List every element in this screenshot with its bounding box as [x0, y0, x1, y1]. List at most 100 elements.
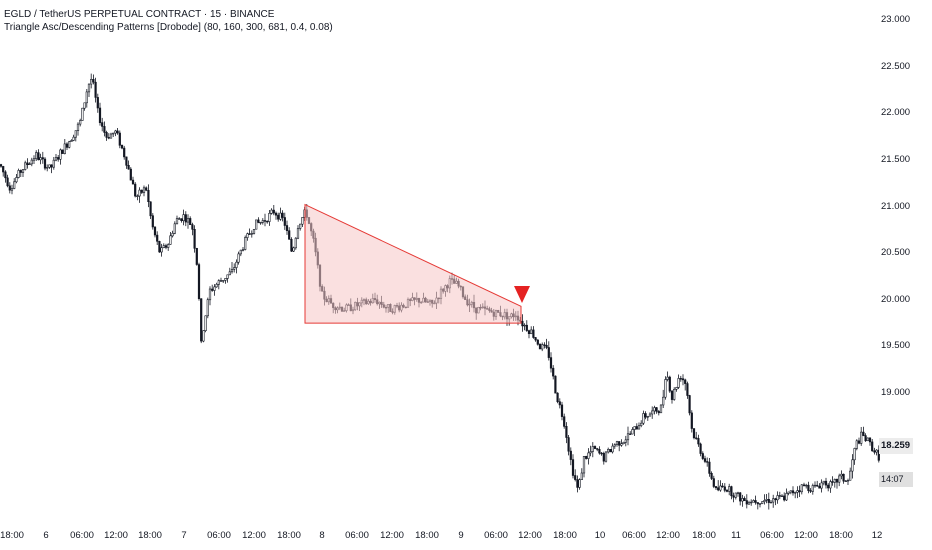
- candle-body: [263, 220, 267, 222]
- candle-body: [767, 498, 770, 503]
- candle-body: [127, 165, 130, 170]
- candle-body: [543, 344, 546, 346]
- candle-body: [72, 136, 75, 141]
- candle-body: [123, 147, 126, 158]
- candle-body: [134, 183, 137, 197]
- candle-body: [565, 425, 568, 438]
- candle-body: [708, 461, 711, 474]
- candle-body: [285, 225, 289, 231]
- candle-body: [534, 337, 537, 341]
- symbol-title: EGLD / TetherUS PERPETUAL CONTRACT · 15 …: [4, 9, 275, 20]
- candle-body: [538, 343, 542, 350]
- chart-legend: EGLD / TetherUS PERPETUAL CONTRACT · 15 …: [4, 8, 333, 34]
- candle-body: [204, 315, 207, 331]
- candle-body: [281, 212, 284, 218]
- candle-body: [567, 437, 570, 452]
- candle-body: [807, 484, 810, 491]
- candle-body: [593, 446, 597, 449]
- candle-body: [840, 473, 843, 477]
- candle-body: [268, 213, 271, 222]
- candle-body: [228, 271, 231, 276]
- candle-body: [664, 379, 667, 398]
- candle-body: [74, 130, 77, 138]
- candle-body: [754, 500, 757, 503]
- candle-body: [138, 189, 141, 197]
- candle-body: [250, 233, 253, 235]
- candle-body: [822, 480, 825, 484]
- candle-body: [655, 407, 658, 412]
- candle-body: [699, 443, 702, 454]
- candle-body: [96, 97, 99, 109]
- candle-body: [697, 438, 700, 445]
- candle-body: [0, 164, 3, 167]
- candle-body: [290, 239, 293, 252]
- candle-body: [871, 441, 874, 452]
- candle-body: [853, 448, 856, 461]
- candle-body: [153, 226, 157, 236]
- candle-body: [554, 375, 557, 394]
- candle-body: [107, 137, 110, 139]
- candle-body: [21, 169, 25, 173]
- descending-triangle-pattern: [304, 203, 522, 324]
- candle-body: [233, 267, 236, 270]
- candle-body: [569, 450, 572, 460]
- time-tick-label: 18:00: [138, 530, 162, 541]
- candle-body: [668, 376, 671, 392]
- time-tick-label: 18:00: [277, 530, 301, 541]
- candle-body: [17, 170, 20, 178]
- time-tick-label: 06:00: [70, 530, 94, 541]
- candle-body: [574, 475, 577, 480]
- candle-body: [873, 450, 876, 453]
- candle-body: [167, 244, 170, 248]
- candle-body: [279, 212, 282, 220]
- candle-body: [283, 217, 286, 226]
- candle-body: [252, 229, 256, 234]
- time-tick-label: 18:00: [415, 530, 439, 541]
- candle-body: [769, 501, 773, 504]
- candle-body: [191, 224, 194, 230]
- candle-body: [164, 245, 168, 248]
- candle-body: [112, 132, 115, 135]
- candle-body: [714, 486, 718, 489]
- candle-body: [125, 156, 128, 166]
- candle-body: [701, 453, 704, 459]
- candle-body: [230, 268, 234, 273]
- candle-body: [684, 379, 687, 384]
- candle-body: [644, 413, 647, 418]
- candle-body: [596, 448, 599, 450]
- candle-body: [547, 347, 550, 358]
- candle-body: [602, 452, 605, 462]
- candle-body: [571, 459, 575, 476]
- candle-body: [673, 388, 676, 400]
- candle-body: [8, 185, 11, 191]
- candle-body: [778, 495, 781, 497]
- candle-body: [28, 163, 31, 165]
- candle-body: [585, 455, 588, 459]
- candle-body: [659, 404, 663, 414]
- candle-body: [624, 439, 627, 443]
- candle-body: [248, 233, 251, 235]
- candle-body: [637, 425, 641, 430]
- candle-body: [688, 395, 691, 414]
- candle-body: [235, 261, 238, 268]
- candle-body: [545, 344, 548, 348]
- last-price-label: 18.259: [879, 438, 913, 454]
- candle-body: [158, 241, 161, 253]
- candle-body: [745, 500, 748, 505]
- candle-body: [215, 283, 218, 288]
- candle-body: [226, 274, 229, 279]
- time-tick-label: 06:00: [207, 530, 231, 541]
- candle-body: [202, 330, 205, 342]
- candle-body: [787, 491, 790, 494]
- candle-body: [173, 223, 176, 234]
- candle-body: [10, 188, 14, 191]
- candle-body: [633, 426, 636, 430]
- candle-body: [864, 435, 867, 442]
- candle-body: [816, 484, 819, 487]
- candle-body: [61, 149, 64, 154]
- candle-body: [670, 390, 674, 400]
- candle-body: [862, 431, 865, 436]
- candle-body: [15, 177, 18, 183]
- candle-body: [52, 159, 55, 168]
